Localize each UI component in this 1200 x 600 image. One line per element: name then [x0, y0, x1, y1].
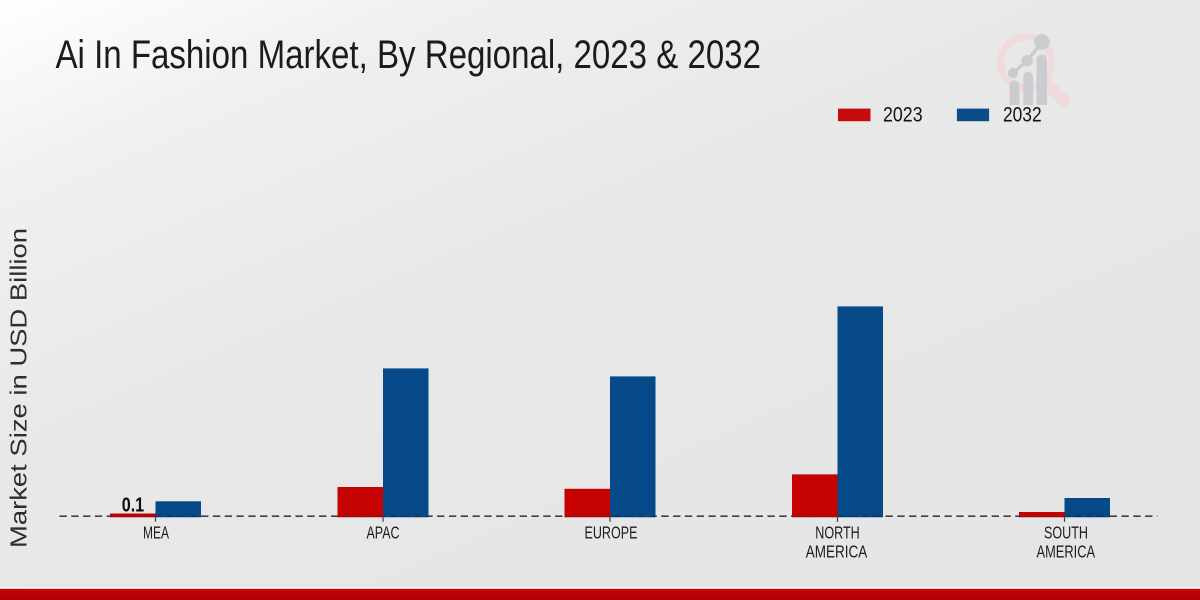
svg-text:EUROPE: EUROPE: [585, 522, 638, 542]
svg-text:AMERICA: AMERICA: [1037, 542, 1096, 562]
svg-text:Market Size in USD Billion: Market Size in USD Billion: [6, 228, 32, 548]
svg-text:0.1: 0.1: [122, 494, 144, 516]
svg-text:SOUTH: SOUTH: [1044, 522, 1088, 542]
svg-text:Ai In Fashion Market, By Regio: Ai In Fashion Market, By Regional, 2023 …: [56, 33, 762, 77]
svg-text:2032: 2032: [1003, 103, 1042, 127]
svg-text:AMERICA: AMERICA: [806, 542, 868, 562]
svg-text:MEA: MEA: [143, 522, 169, 542]
svg-text:APAC: APAC: [367, 522, 400, 542]
svg-text:2023: 2023: [883, 103, 923, 127]
svg-text:NORTH: NORTH: [815, 522, 860, 542]
